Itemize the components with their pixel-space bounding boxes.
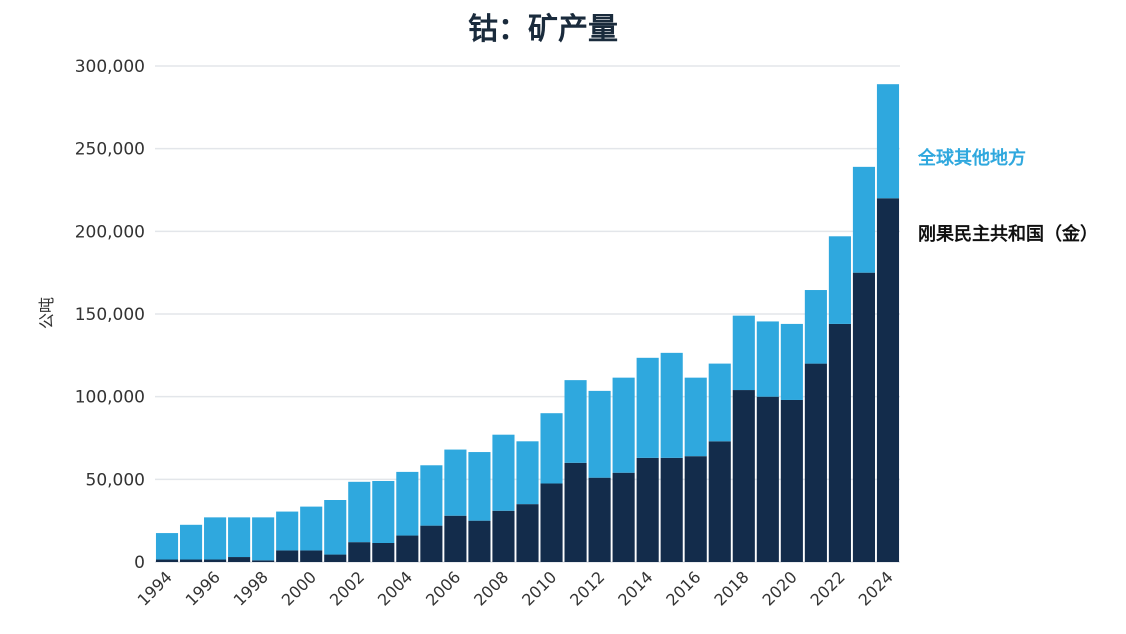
bar-segment-drc xyxy=(660,457,683,562)
bar-segment-drc xyxy=(276,550,299,562)
x-tick-label: 1996 xyxy=(182,567,224,609)
x-tick-label: 2006 xyxy=(422,567,464,609)
bar-segment-rest-of-world xyxy=(708,363,731,442)
bar-segment-drc xyxy=(852,272,876,562)
bar-segment-drc xyxy=(756,396,779,562)
x-tick-label: 1998 xyxy=(230,567,272,609)
bar-segment-drc xyxy=(876,198,900,562)
y-axis-label: 公吨 xyxy=(37,297,56,329)
bar-segment-drc xyxy=(444,515,467,562)
x-tick-label: 2024 xyxy=(855,567,897,609)
bar-segment-rest-of-world xyxy=(588,390,611,478)
bar-segment-drc xyxy=(252,560,275,562)
x-tick-label: 2004 xyxy=(374,567,416,609)
bar-segment-rest-of-world xyxy=(828,236,851,324)
bar-segment-rest-of-world xyxy=(300,506,323,551)
bar-segment-drc xyxy=(540,483,563,562)
x-tick-label: 1994 xyxy=(134,567,176,609)
y-axis-ticks: 0 50,000 100,000 150,000 200,000 250,000 300,0… xyxy=(75,57,145,573)
bar-segment-rest-of-world xyxy=(540,413,563,484)
x-tick-label: 2010 xyxy=(518,567,560,609)
x-tick-label: 2016 xyxy=(662,567,704,609)
bar-segment-rest-of-world xyxy=(420,465,443,526)
x-tick-label: 2002 xyxy=(326,567,368,609)
bar-segment-drc xyxy=(828,323,851,562)
bars xyxy=(155,84,900,562)
bar-segment-rest-of-world xyxy=(756,321,779,397)
bar-segment-rest-of-world xyxy=(396,471,419,536)
bar-segment-rest-of-world xyxy=(252,517,275,561)
bar-segment-rest-of-world xyxy=(732,315,755,391)
y-tick-label: 300,000 xyxy=(75,57,145,77)
bar-segment-drc xyxy=(155,559,179,562)
x-tick-label: 2008 xyxy=(470,567,512,609)
y-tick-label: 100,000 xyxy=(75,388,145,408)
bar-segment-rest-of-world xyxy=(324,500,347,555)
bar-segment-rest-of-world xyxy=(179,524,203,560)
bar-segment-drc xyxy=(804,363,827,562)
bar-segment-drc xyxy=(564,462,587,562)
bar-segment-drc xyxy=(228,557,251,562)
bar-segment-drc xyxy=(324,554,347,562)
bar-segment-rest-of-world xyxy=(372,480,395,543)
bar-segment-drc xyxy=(708,441,731,562)
bar-segment-drc xyxy=(492,510,515,562)
bar-segment-rest-of-world xyxy=(516,441,539,505)
x-tick-label: 2018 xyxy=(710,567,752,609)
bar-segment-drc xyxy=(636,457,659,562)
bar-segment-rest-of-world xyxy=(492,434,515,511)
bar-segment-rest-of-world xyxy=(780,323,803,400)
bar-segment-drc xyxy=(204,559,227,562)
bar-segment-drc xyxy=(516,504,539,562)
y-tick-label: 250,000 xyxy=(75,140,145,160)
bar-segment-drc xyxy=(372,542,395,562)
x-tick-label: 2000 xyxy=(278,567,320,609)
bar-segment-drc xyxy=(612,472,635,562)
y-tick-label: 50,000 xyxy=(86,470,145,490)
bar-segment-drc xyxy=(179,559,203,562)
bar-segment-drc xyxy=(396,535,419,562)
bar-segment-rest-of-world xyxy=(468,452,491,521)
bar-segment-rest-of-world xyxy=(852,166,876,273)
bar-segment-rest-of-world xyxy=(276,511,299,551)
bar-segment-rest-of-world xyxy=(660,352,683,458)
y-tick-label: 200,000 xyxy=(75,222,145,242)
bar-segment-drc xyxy=(468,520,491,562)
bar-segment-rest-of-world xyxy=(444,449,467,516)
bar-segment-rest-of-world xyxy=(564,380,587,463)
bar-segment-rest-of-world xyxy=(804,290,827,364)
x-tick-label: 2022 xyxy=(807,567,849,609)
bar-segment-rest-of-world xyxy=(636,357,659,458)
bar-segment-drc xyxy=(420,525,443,562)
bar-segment-drc xyxy=(300,550,323,562)
bar-segment-rest-of-world xyxy=(155,533,179,560)
bar-segment-drc xyxy=(780,399,803,562)
y-tick-label: 0 xyxy=(134,553,145,573)
x-axis-ticks: 1994 1996 1998 2000 2002 2004 2006 2008 2010 2012… xyxy=(134,567,897,609)
bar-segment-rest-of-world xyxy=(876,84,900,199)
bar-segment-rest-of-world xyxy=(684,377,707,457)
bar-segment-rest-of-world xyxy=(204,517,227,560)
x-tick-label: 2012 xyxy=(566,567,608,609)
legend-rest-of-world: 全球其他地方 xyxy=(917,147,1026,169)
chart-title: 钴：矿产量 xyxy=(468,12,618,47)
y-tick-label: 150,000 xyxy=(75,305,145,325)
legend-drc: 刚果民主共和国（金） xyxy=(918,223,1098,245)
bar-segment-drc xyxy=(684,456,707,562)
x-tick-label: 2020 xyxy=(759,567,801,609)
x-tick-label: 2014 xyxy=(614,567,656,609)
bar-segment-rest-of-world xyxy=(348,481,371,543)
bar-segment-rest-of-world xyxy=(228,517,251,558)
bar-segment-drc xyxy=(732,390,755,562)
bar-segment-rest-of-world xyxy=(612,377,635,473)
bar-segment-drc xyxy=(588,477,611,562)
bar-segment-drc xyxy=(348,542,371,562)
